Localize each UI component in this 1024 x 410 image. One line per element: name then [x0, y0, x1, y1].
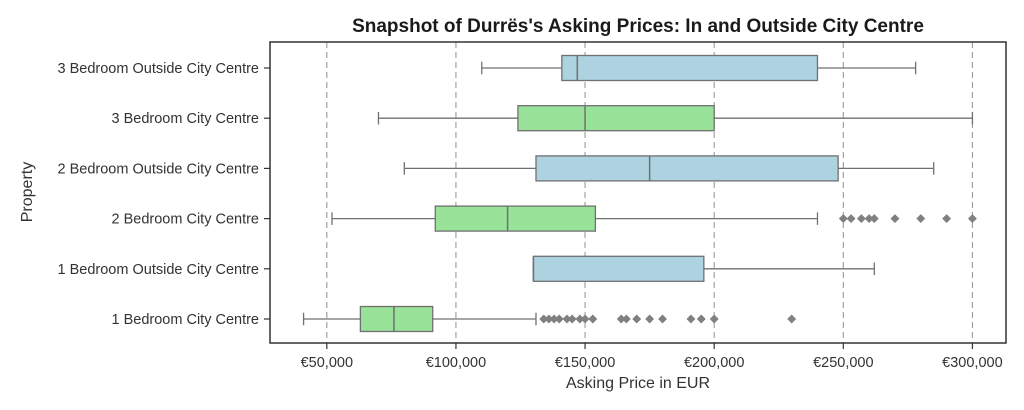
outlier-point [856, 214, 866, 224]
outlier-point [657, 314, 668, 324]
x-tick-label: €300,000 [942, 355, 1002, 371]
outlier-point [567, 314, 577, 324]
box-plots [302, 54, 977, 333]
box-group [331, 205, 977, 232]
y-tick-label: 2 Bedroom Outside City Centre [58, 161, 259, 177]
outlier-point [696, 314, 706, 324]
plot-frame [269, 41, 1007, 344]
outlier-point [554, 314, 564, 324]
y-axis-label: Property [19, 162, 36, 222]
y-tick-label: 3 Bedroom City Centre [112, 111, 259, 127]
box-group [403, 155, 935, 182]
box-group [532, 255, 875, 282]
outlier-point [645, 314, 655, 324]
outlier-point [890, 214, 900, 224]
box-iqr [434, 205, 597, 232]
box-iqr [359, 305, 434, 333]
outlier-point [686, 314, 696, 324]
outlier-point [709, 314, 719, 324]
outlier-point [846, 214, 856, 224]
box-group [302, 305, 797, 333]
y-tick-label: 3 Bedroom Outside City Centre [58, 61, 259, 77]
x-axis-ticks: €50,000 €100,000 €150,000 €200,000 €250,000 €… [301, 343, 1003, 371]
box-group [481, 54, 917, 82]
outlier-point [621, 314, 631, 324]
outlier-point [588, 314, 598, 324]
y-tick-label: 1 Bedroom City Centre [112, 312, 259, 328]
outlier-point [838, 214, 848, 224]
box-iqr [517, 105, 715, 132]
outlier-point [632, 314, 642, 324]
y-tick-label: 1 Bedroom Outside City Centre [58, 262, 259, 278]
outlier-point [869, 214, 879, 224]
outlier-point [942, 214, 952, 224]
outlier-point [967, 214, 977, 224]
x-axis-label: Asking Price in EUR [566, 375, 710, 392]
box-iqr [532, 255, 705, 282]
x-tick-label: €150,000 [555, 355, 615, 371]
gridlines [326, 42, 973, 343]
x-tick-label: €250,000 [813, 355, 873, 371]
box-iqr [561, 54, 819, 82]
outlier-point [916, 214, 926, 224]
box-group [377, 105, 974, 132]
x-tick-label: €100,000 [426, 355, 486, 371]
y-tick-label: 2 Bedroom City Centre [112, 212, 259, 228]
box-iqr [535, 155, 839, 182]
x-tick-label: €50,000 [301, 355, 353, 371]
outlier-point [580, 314, 590, 324]
outlier-point [787, 314, 797, 324]
x-tick-label: €200,000 [684, 355, 744, 371]
chart-title: Snapshot of Durrës's Asking Prices: In a… [352, 16, 924, 37]
y-axis-ticks: 3 Bedroom Outside City Centre 3 Bedroom C… [58, 61, 270, 328]
